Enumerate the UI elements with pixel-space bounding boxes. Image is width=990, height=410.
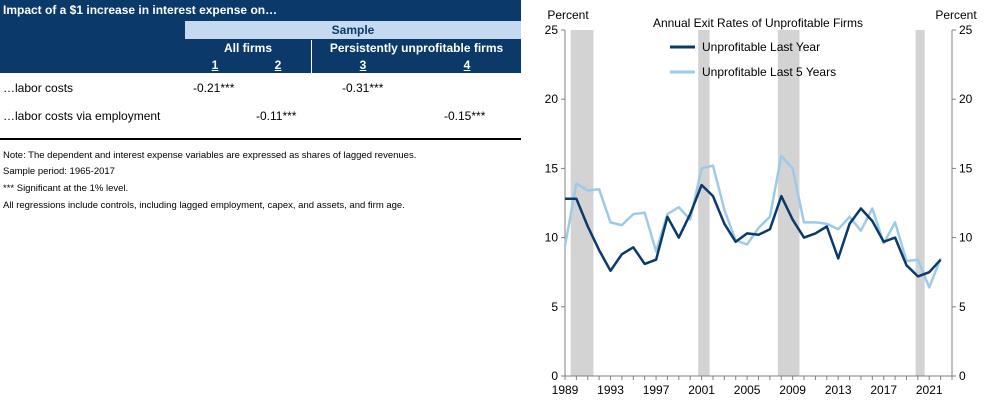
legend-label-1: Unprofitable Last Year <box>702 40 820 54</box>
x-tick-label-2021: 2021 <box>916 383 943 397</box>
column-number-4: 4 <box>463 58 471 72</box>
row-label-labor-costs: …labor costs <box>3 81 74 95</box>
row-label-labor-costs-via-employment: …labor costs via employment <box>3 109 161 123</box>
y-axis-label-left: Percent <box>547 8 589 22</box>
group-persistently-unprofitable: Persistently unprofitable firms <box>329 41 504 55</box>
right-tick-label-0: 0 <box>959 369 966 383</box>
x-tick-label-1997: 1997 <box>643 383 670 397</box>
exit-rates-chart: 0 0 5 5 10 10 15 15 20 20 25 25 1989 1993 1997 2001 2005… <box>521 0 990 405</box>
x-tick-label-2013: 2013 <box>825 383 852 397</box>
group-separator <box>311 40 312 73</box>
right-tick-label-10: 10 <box>959 231 973 245</box>
note-line-1: Note: The dependent and interest expense… <box>3 150 417 161</box>
table-title: Impact of a $1 increase in interest expe… <box>0 0 521 20</box>
x-tick-label-1993: 1993 <box>597 383 624 397</box>
sample-header: Sample <box>185 21 521 39</box>
column-number-2: 2 <box>274 58 282 72</box>
series-line-1 <box>565 183 942 278</box>
note-line-3: *** Significant at the 1% level. <box>3 183 129 194</box>
column-number-3: 3 <box>359 58 367 72</box>
left-tick-label-10: 10 <box>545 231 559 245</box>
chart-title: Annual Exit Rates of Unprofitable Firms <box>653 16 863 30</box>
group-all-firms: All firms <box>223 41 272 55</box>
right-tick-label-20: 20 <box>959 92 973 106</box>
cell-r1-c3: -0.31*** <box>342 81 384 95</box>
note-line-4: All regressions include controls, includ… <box>3 200 405 211</box>
recession-bar-1 <box>570 30 594 376</box>
recession-bar-2 <box>698 30 710 376</box>
table-bottom-rule <box>0 138 521 140</box>
column-number-1: 1 <box>211 58 219 72</box>
x-tick-label-2009: 2009 <box>779 383 806 397</box>
left-tick-label-25: 25 <box>545 23 559 37</box>
recession-bar-4 <box>915 30 925 376</box>
left-tick-label-5: 5 <box>551 300 558 314</box>
y-axis-label-right: Percent <box>935 8 977 22</box>
x-tick-label-2017: 2017 <box>870 383 897 397</box>
left-tick-label-15: 15 <box>545 161 559 175</box>
note-line-2: Sample period: 1965-2017 <box>3 166 115 177</box>
regression-table-panel: Impact of a $1 increase in interest expe… <box>0 0 521 211</box>
right-tick-label-15: 15 <box>959 161 973 175</box>
x-tick-label-1989: 1989 <box>552 383 579 397</box>
cell-r2-c2: -0.11*** <box>256 109 297 123</box>
cell-r2-c4: -0.15*** <box>444 109 486 123</box>
right-tick-label-5: 5 <box>959 300 966 314</box>
chart-svg: 0 0 5 5 10 10 15 15 20 20 25 25 1989 1993 1997 2001 2005… <box>545 8 978 397</box>
legend-label-2: Unprofitable Last 5 Years <box>702 65 836 79</box>
x-tick-label-2001: 2001 <box>688 383 715 397</box>
x-tick-label-2005: 2005 <box>734 383 761 397</box>
series-line-2 <box>563 154 942 289</box>
recession-bar-3 <box>777 30 800 376</box>
right-tick-label-25: 25 <box>959 23 973 37</box>
cell-r1-c1: -0.21*** <box>193 81 235 95</box>
left-tick-label-20: 20 <box>545 92 559 106</box>
left-tick-label-0: 0 <box>551 369 558 383</box>
